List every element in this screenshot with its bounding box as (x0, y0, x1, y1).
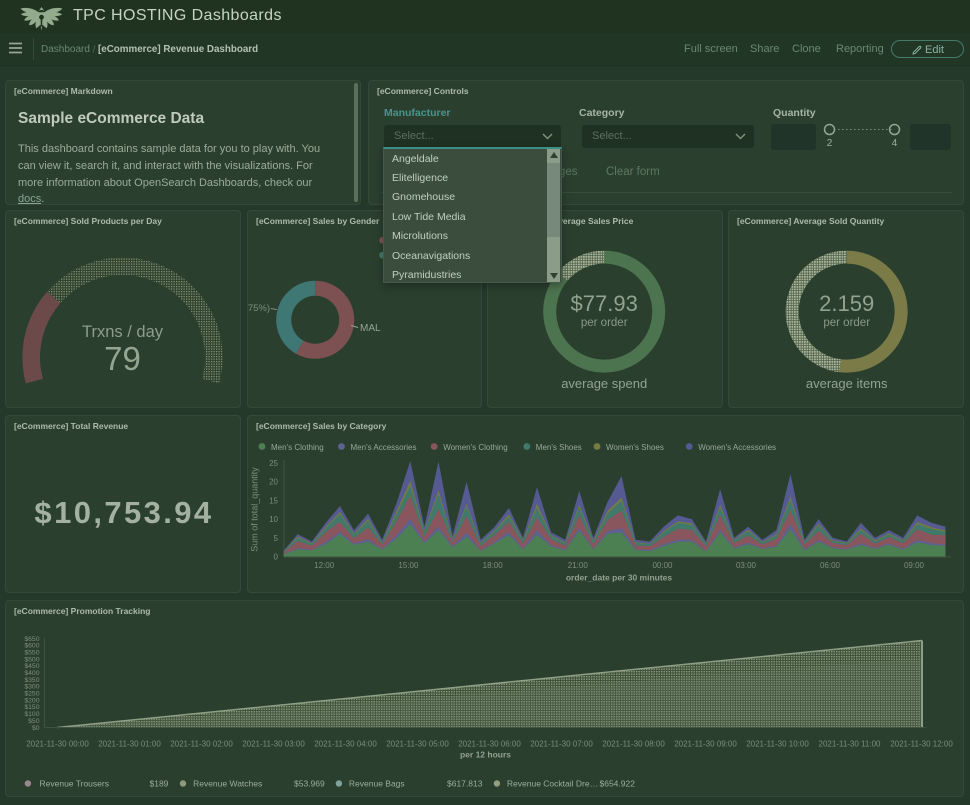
svg-text:2021-11-30 11:00: 2021-11-30 11:00 (819, 740, 882, 749)
svg-text:Men's Shoes: Men's Shoes (536, 443, 582, 452)
svg-text:order_date per 30 minutes: order_date per 30 minutes (566, 573, 673, 583)
svg-text:Revenue Trousers: Revenue Trousers (40, 779, 109, 789)
svg-text:2021-11-30 10:00: 2021-11-30 10:00 (746, 740, 809, 749)
svg-text:average items: average items (806, 376, 888, 391)
svg-text:09:00: 09:00 (904, 561, 925, 570)
svg-text:2021-11-30 03:00: 2021-11-30 03:00 (242, 740, 305, 749)
svg-text:$0: $0 (32, 725, 40, 732)
svg-text:10: 10 (269, 515, 278, 524)
svg-text:$654.922: $654.922 (600, 779, 636, 789)
svg-text:$200: $200 (24, 697, 39, 704)
svg-text:4: 4 (892, 138, 898, 149)
svg-text:$189: $189 (150, 779, 169, 789)
svg-text:Revenue Cocktail Dre…: Revenue Cocktail Dre… (507, 779, 598, 789)
svg-text:00:00: 00:00 (652, 561, 673, 570)
svg-text:per order: per order (581, 317, 628, 329)
svg-text:$350: $350 (24, 677, 39, 684)
svg-text:$450: $450 (24, 663, 39, 670)
svg-text:2021-11-30 05:00: 2021-11-30 05:00 (386, 740, 449, 749)
svg-text:75%): 75%) (248, 303, 270, 314)
svg-text:$600: $600 (24, 643, 39, 650)
svg-text:2.159: 2.159 (819, 291, 874, 316)
svg-text:2021-11-30 02:00: 2021-11-30 02:00 (170, 740, 233, 749)
svg-text:per order: per order (823, 317, 870, 329)
svg-text:MAL: MAL (360, 323, 381, 334)
svg-text:Trxns / day: Trxns / day (82, 323, 164, 341)
svg-text:5: 5 (274, 534, 279, 543)
svg-text:Women's Shoes: Women's Shoes (606, 443, 664, 452)
svg-text:20: 20 (269, 478, 278, 487)
svg-text:Revenue Bags: Revenue Bags (349, 779, 405, 789)
svg-text:average spend: average spend (561, 376, 647, 391)
svg-text:2021-11-30 08:00: 2021-11-30 08:00 (602, 740, 665, 749)
svg-text:03:00: 03:00 (736, 561, 757, 570)
svg-text:$53.969: $53.969 (294, 779, 325, 789)
svg-text:79: 79 (104, 340, 141, 377)
svg-text:Women's Clothing: Women's Clothing (443, 443, 508, 452)
svg-text:2021-11-30 09:00: 2021-11-30 09:00 (674, 740, 737, 749)
svg-text:21:00: 21:00 (568, 561, 589, 570)
svg-text:06:00: 06:00 (820, 561, 841, 570)
svg-text:2021-11-30 01:00: 2021-11-30 01:00 (98, 740, 161, 749)
svg-text:18:00: 18:00 (483, 561, 504, 570)
svg-text:per 12 hours: per 12 hours (460, 750, 511, 760)
svg-text:$77.93: $77.93 (571, 291, 638, 316)
svg-text:Men's Accessories: Men's Accessories (351, 443, 417, 452)
svg-text:2021-11-30 06:00: 2021-11-30 06:00 (458, 740, 521, 749)
svg-text:$500: $500 (24, 656, 39, 663)
svg-text:2021-11-30 00:00: 2021-11-30 00:00 (26, 740, 89, 749)
svg-text:$250: $250 (24, 691, 39, 698)
svg-text:2: 2 (827, 138, 833, 149)
svg-text:Women's Accessories: Women's Accessories (698, 443, 776, 452)
svg-text:Men's Clothing: Men's Clothing (271, 443, 324, 452)
svg-text:$150: $150 (24, 704, 39, 711)
svg-text:25: 25 (269, 459, 278, 468)
svg-text:$617.813: $617.813 (447, 779, 483, 789)
svg-text:0: 0 (274, 553, 279, 562)
svg-text:$400: $400 (24, 670, 39, 677)
svg-text:15: 15 (269, 496, 278, 505)
svg-text:Revenue Watches: Revenue Watches (193, 779, 262, 789)
svg-text:$300: $300 (24, 684, 39, 691)
svg-text:$100: $100 (24, 711, 39, 718)
svg-text:$50: $50 (28, 718, 40, 725)
svg-text:12:00: 12:00 (314, 561, 335, 570)
svg-text:$550: $550 (24, 650, 39, 657)
svg-text:15:00: 15:00 (398, 561, 419, 570)
svg-text:2021-11-30 12:00: 2021-11-30 12:00 (890, 740, 953, 749)
svg-text:2021-11-30 04:00: 2021-11-30 04:00 (314, 740, 377, 749)
svg-text:Sum of total_quantity: Sum of total_quantity (249, 467, 259, 552)
svg-text:$650: $650 (24, 636, 39, 643)
svg-text:2021-11-30 07:00: 2021-11-30 07:00 (530, 740, 593, 749)
